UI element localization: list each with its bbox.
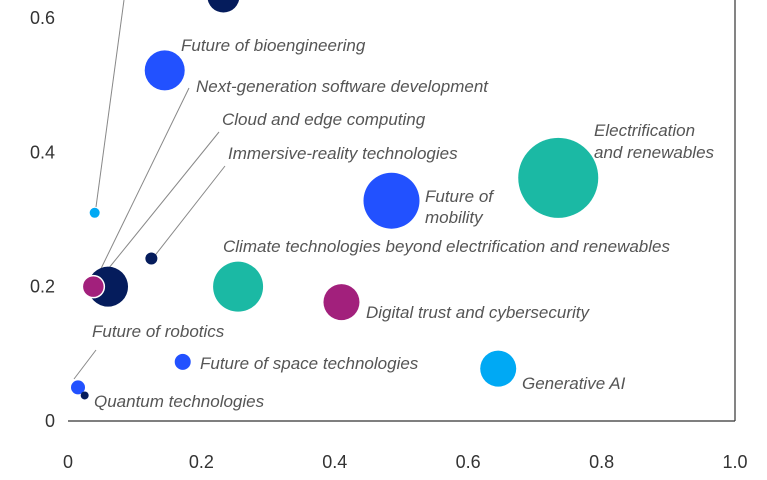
- bubble-point: [518, 137, 599, 218]
- leader-line: [92, 87, 190, 286]
- x-tick-label: 0.4: [322, 452, 347, 472]
- y-tick-label: 0.4: [30, 142, 55, 162]
- axes: [68, 0, 736, 422]
- leader-lines: [73, 0, 226, 380]
- x-tick-label: 0.6: [456, 452, 481, 472]
- bubble-label: Quantum technologies: [94, 392, 265, 411]
- bubble-point: [480, 350, 517, 387]
- bubble-label: Electrification and renewables: [594, 121, 715, 162]
- leader-line: [99, 131, 220, 280]
- bubble-point: [81, 274, 106, 299]
- y-tick-label: 0: [45, 411, 55, 431]
- bubble-label: Climate technologies beyond electrificat…: [223, 237, 670, 256]
- bubble-point: [207, 0, 240, 13]
- bubble-point: [89, 207, 100, 218]
- bubble-point: [144, 50, 185, 91]
- bubble-label: Immersive-reality technologies: [228, 144, 458, 163]
- bubble-label: Next-generation software development: [196, 77, 489, 96]
- bubble-point: [213, 261, 264, 312]
- bubble-label: Generative AI: [522, 374, 626, 393]
- bubble-point: [71, 380, 86, 395]
- bubble-label: Future of bioengineering: [181, 36, 366, 55]
- bubble-label: Cloud and edge computing: [222, 110, 426, 129]
- x-tick-label: 0.2: [189, 452, 214, 472]
- bubble-point: [174, 353, 191, 370]
- bubble-point: [145, 252, 158, 265]
- bubble-point: [80, 391, 89, 400]
- bubble-label: Future of space technologies: [200, 354, 419, 373]
- bubble-point: [363, 172, 420, 229]
- y-tick-label: 0.6: [30, 8, 55, 28]
- bubble-point: [323, 284, 360, 321]
- tick-labels: 0 0.2 0.4 0.6 0.8 1.0 0 0.2 0.4 0.6: [30, 8, 748, 472]
- y-tick-label: 0.2: [30, 277, 55, 297]
- x-tick-label: 1.0: [722, 452, 747, 472]
- bubbles: [71, 0, 599, 400]
- leader-line: [152, 165, 226, 259]
- leader-line: [95, 0, 125, 208]
- bubble-labels: Future of bioengineering Next-generation …: [92, 36, 715, 411]
- bubble-label: Future of robotics: [92, 322, 225, 341]
- leader-line: [73, 349, 97, 380]
- bubble-label: Digital trust and cybersecurity: [366, 303, 590, 322]
- bubble-label: Future of mobility: [425, 187, 495, 227]
- x-tick-label: 0: [63, 452, 73, 472]
- x-tick-label: 0.8: [589, 452, 614, 472]
